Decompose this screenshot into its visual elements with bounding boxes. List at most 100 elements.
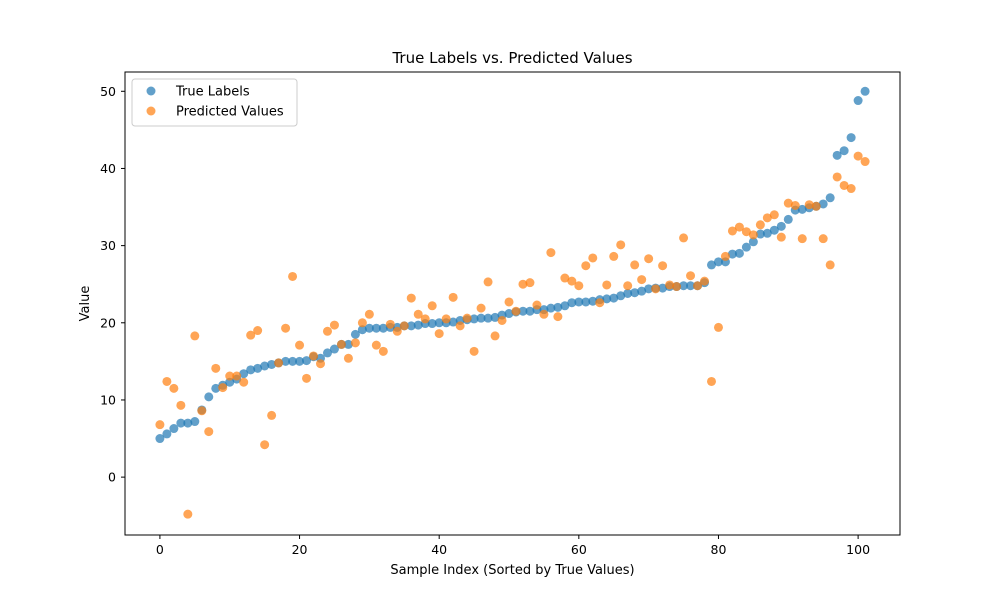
point-true-15 xyxy=(260,361,270,371)
point-pred-34 xyxy=(392,326,402,336)
point-pred-71 xyxy=(651,284,661,294)
point-pred-67 xyxy=(623,281,633,291)
point-pred-26 xyxy=(336,339,346,349)
point-true-30 xyxy=(364,323,374,333)
chart-title: True Labels vs. Predicted Values xyxy=(391,49,632,67)
point-pred-81 xyxy=(720,251,730,261)
point-pred-27 xyxy=(343,353,353,363)
point-true-28 xyxy=(350,329,360,339)
point-pred-47 xyxy=(483,277,493,287)
point-pred-35 xyxy=(399,321,409,331)
point-true-58 xyxy=(560,301,570,311)
point-true-92 xyxy=(797,204,807,214)
point-true-95 xyxy=(818,199,828,209)
point-true-88 xyxy=(769,225,779,235)
point-pred-95 xyxy=(818,234,828,244)
point-true-84 xyxy=(741,242,751,252)
point-pred-77 xyxy=(693,281,703,291)
y-tick-label-20: 20 xyxy=(100,315,116,330)
point-true-56 xyxy=(546,303,556,313)
point-pred-66 xyxy=(616,240,626,250)
point-pred-53 xyxy=(525,278,535,288)
point-pred-73 xyxy=(665,280,675,290)
y-tick-label-0: 0 xyxy=(108,470,116,485)
point-pred-98 xyxy=(839,180,849,190)
point-pred-83 xyxy=(734,222,744,232)
x-tick-label-20: 20 xyxy=(292,542,308,557)
point-pred-72 xyxy=(658,261,668,271)
point-true-5 xyxy=(190,417,200,427)
y-tick-label-30: 30 xyxy=(100,238,116,253)
point-true-96 xyxy=(825,193,835,203)
point-pred-6 xyxy=(197,406,207,416)
point-true-27 xyxy=(343,339,353,349)
point-true-12 xyxy=(239,369,249,379)
point-true-53 xyxy=(525,306,535,316)
point-pred-58 xyxy=(560,273,570,283)
point-pred-44 xyxy=(462,313,472,323)
point-pred-31 xyxy=(371,340,381,350)
point-pred-60 xyxy=(574,281,584,291)
y-tick-label-10: 10 xyxy=(100,392,116,407)
legend: True Labels Predicted Values xyxy=(131,78,298,127)
point-pred-82 xyxy=(727,226,737,236)
point-true-60 xyxy=(574,297,584,307)
point-pred-56 xyxy=(546,248,556,258)
point-pred-61 xyxy=(581,261,591,271)
point-true-68 xyxy=(630,288,640,298)
point-pred-49 xyxy=(497,315,507,325)
point-pred-21 xyxy=(302,373,312,383)
point-pred-89 xyxy=(776,232,786,242)
point-pred-19 xyxy=(288,271,298,281)
point-pred-30 xyxy=(364,309,374,319)
point-pred-63 xyxy=(595,298,605,308)
point-true-87 xyxy=(762,228,772,238)
point-pred-80 xyxy=(713,322,723,332)
point-true-61 xyxy=(581,297,591,307)
point-pred-15 xyxy=(260,440,270,450)
y-tick-label-50: 50 xyxy=(100,84,116,99)
point-true-69 xyxy=(637,286,647,296)
point-pred-3 xyxy=(176,400,186,410)
x-tick-label-60: 60 xyxy=(571,542,587,557)
point-pred-7 xyxy=(204,427,214,437)
point-true-42 xyxy=(448,317,458,327)
point-pred-22 xyxy=(309,351,319,361)
point-true-32 xyxy=(378,323,388,333)
point-pred-97 xyxy=(832,172,842,182)
point-true-8 xyxy=(211,383,221,393)
point-true-20 xyxy=(295,356,305,366)
point-pred-45 xyxy=(469,346,479,356)
point-true-57 xyxy=(553,302,563,312)
point-pred-75 xyxy=(679,233,689,243)
point-pred-14 xyxy=(253,326,263,336)
x-axis-ticks: 0 20 40 60 80 100 xyxy=(156,535,870,557)
point-true-19 xyxy=(288,356,298,366)
point-pred-2 xyxy=(169,383,179,393)
point-pred-100 xyxy=(853,151,863,161)
point-true-75 xyxy=(679,281,689,291)
point-true-4 xyxy=(183,418,193,428)
series-predicted-values xyxy=(155,151,870,519)
point-true-80 xyxy=(713,257,723,267)
point-true-90 xyxy=(783,214,793,224)
point-true-79 xyxy=(706,260,716,270)
point-true-72 xyxy=(658,283,668,293)
point-pred-99 xyxy=(846,184,856,194)
point-true-3 xyxy=(176,418,186,428)
point-pred-20 xyxy=(295,340,305,350)
point-pred-96 xyxy=(825,260,835,270)
point-pred-16 xyxy=(267,410,277,420)
point-true-67 xyxy=(623,288,633,298)
point-pred-32 xyxy=(378,346,388,356)
point-true-0 xyxy=(155,434,165,444)
point-pred-101 xyxy=(860,157,870,167)
point-pred-84 xyxy=(741,227,751,237)
legend-label-predicted-values: Predicted Values xyxy=(176,105,284,120)
point-true-52 xyxy=(518,306,528,316)
point-true-97 xyxy=(832,150,842,160)
point-pred-59 xyxy=(567,276,577,286)
point-pred-54 xyxy=(532,300,542,310)
series-true-labels xyxy=(155,86,870,444)
